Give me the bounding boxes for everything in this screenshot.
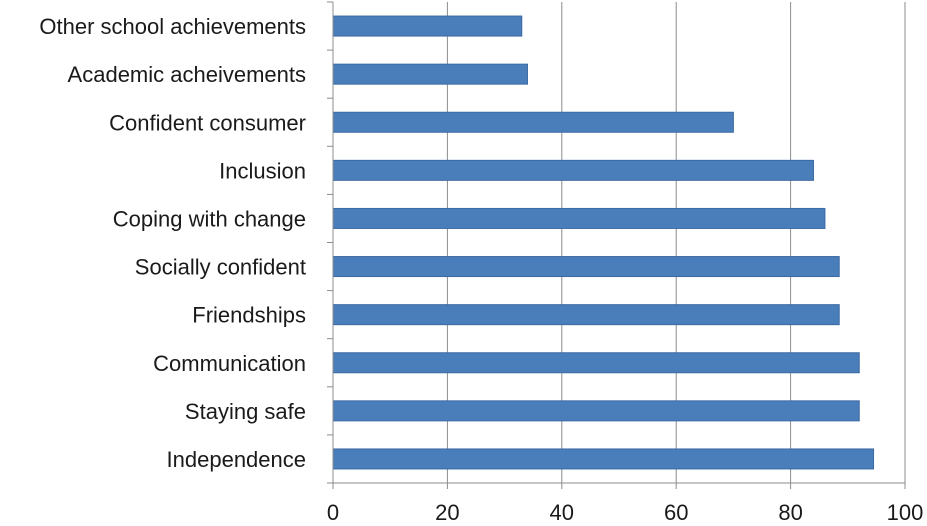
category-label: Staying safe [185, 399, 306, 424]
x-tick-label: 20 [435, 500, 459, 525]
x-tick-label: 40 [550, 500, 574, 525]
category-labels: Other school achievements Academic acheiv… [39, 14, 306, 472]
category-label: Coping with change [113, 206, 306, 231]
bar [332, 63, 528, 85]
bars [332, 15, 875, 470]
category-label: Confident consumer [109, 110, 306, 135]
x-tick-label: 80 [778, 500, 802, 525]
bar [332, 159, 814, 181]
bar [332, 400, 860, 422]
bar [332, 15, 523, 37]
category-label: Socially confident [135, 255, 306, 280]
bar [332, 256, 840, 278]
category-label: Academic acheivements [68, 62, 306, 87]
bar [332, 352, 860, 374]
category-label: Other school achievements [39, 14, 306, 39]
bar [332, 207, 826, 229]
category-label: Independence [167, 447, 306, 472]
x-tick-labels: 0 20 40 60 80 100 [327, 500, 923, 525]
bar [332, 304, 840, 326]
category-label: Inclusion [219, 158, 306, 183]
bar [332, 448, 875, 470]
category-label: Friendships [192, 303, 306, 328]
bar [332, 111, 734, 133]
x-tick-label: 0 [327, 500, 339, 525]
x-tick-label: 100 [887, 500, 924, 525]
category-label: Communication [153, 351, 306, 376]
x-tick-label: 60 [664, 500, 688, 525]
axes [327, 1, 906, 489]
